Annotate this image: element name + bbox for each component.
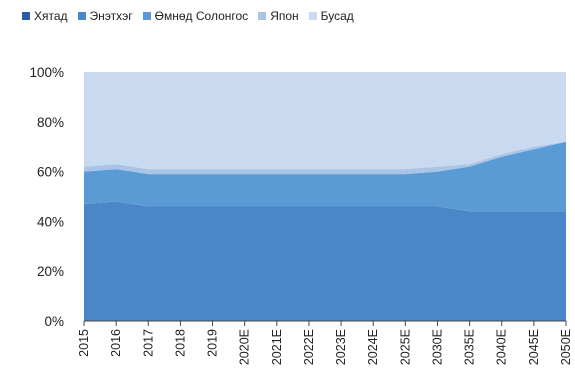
area-series-4 [84,72,566,169]
area-series-group [84,72,566,321]
y-tick-label: 80% [37,115,64,130]
x-tick-label: 2022E [302,329,316,365]
x-tick-label: 2019 [206,329,220,357]
x-tick-label: 2040E [495,329,509,365]
x-tick-labels: 2015 2016 2017 2018 2019 2020E 2021E 2022E 2023E… [77,329,573,365]
x-tick-label: 2017 [141,329,155,357]
x-tick-label: 2015 [77,329,91,357]
x-tick-label: 2035E [463,329,477,365]
x-tick-label: 2045E [527,329,541,365]
x-tick-label: 2050E [559,329,573,365]
x-tick-label: 2020E [238,329,252,365]
x-tick-label: 2024E [366,329,380,365]
axes-group [84,321,566,326]
area-series-1 [84,202,566,322]
y-tick-label: 20% [37,264,64,279]
x-tick-label: 2025E [398,329,412,365]
x-tick-label: 2016 [109,329,123,357]
x-tick-label: 2023E [334,329,348,365]
x-tick-label: 2021E [270,329,284,365]
y-tick-label: 60% [37,165,64,180]
x-tick-label: 2018 [173,329,187,357]
y-tick-label: 40% [37,214,64,229]
y-tick-labels: 0% 20% 40% 60% 80% 100% [29,65,64,329]
y-tick-label: 0% [44,314,64,329]
y-tick-label: 100% [29,65,64,80]
x-tick-label: 2030E [430,329,444,365]
